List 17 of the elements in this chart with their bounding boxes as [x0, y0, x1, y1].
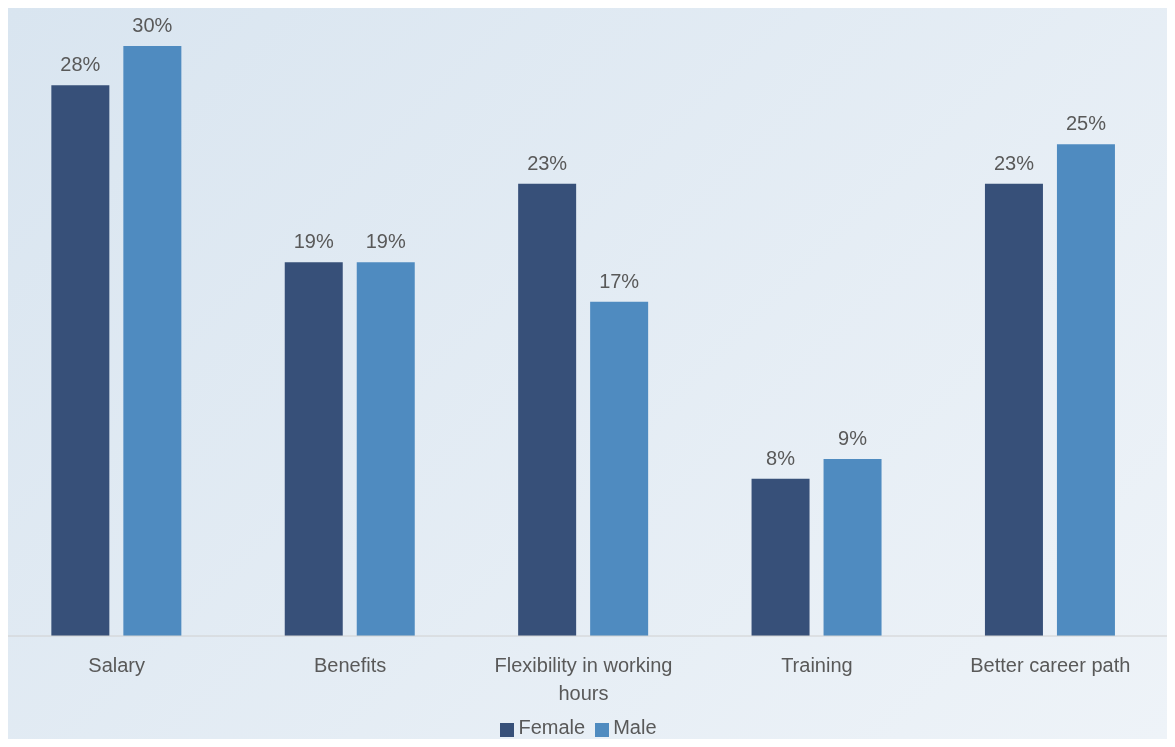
data-label: 8%	[766, 446, 796, 469]
data-label: 25%	[1065, 112, 1107, 135]
data-label: 17%	[599, 269, 640, 292]
data-label: 28%	[60, 53, 101, 76]
legend-label: Male	[613, 716, 657, 738]
data-label: 23%	[993, 151, 1035, 174]
data-label: 9%	[838, 427, 868, 449]
data-label: 30%	[132, 14, 173, 36]
x-tick-label: Benefits	[313, 654, 387, 676]
x-tick-label: Flexibility in working hours	[494, 654, 673, 704]
legend-label: Female	[518, 716, 586, 738]
data-label: 23%	[527, 151, 568, 174]
x-tick-label: Salary	[88, 654, 146, 676]
data-label: 19%	[365, 230, 406, 253]
x-tick-label: Better career path	[970, 654, 1131, 676]
data-label: 19%	[293, 230, 334, 253]
x-tick-label: Training	[781, 654, 853, 676]
